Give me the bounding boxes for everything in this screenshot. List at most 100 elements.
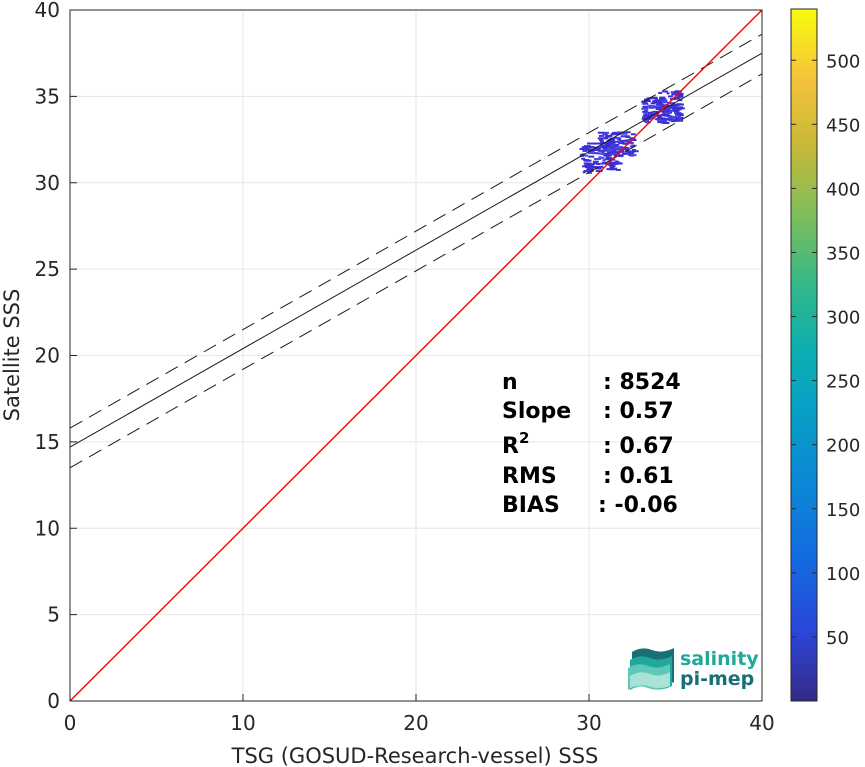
density-point [593, 142, 598, 145]
density-point [625, 135, 631, 138]
density-point [627, 142, 633, 145]
density-point [642, 119, 648, 122]
colorbar-tick-label: 450 [826, 115, 860, 136]
density-point [594, 157, 602, 160]
colorbar-tick-label: 50 [826, 628, 849, 649]
density-point [622, 148, 629, 151]
density-point [598, 165, 604, 168]
density-point [645, 121, 651, 124]
density-point [600, 140, 605, 143]
density-point [615, 162, 623, 165]
density-point [678, 103, 685, 106]
colorbar-tick-label: 350 [826, 243, 860, 264]
density-point [609, 147, 615, 150]
y-tick-label: 25 [35, 257, 60, 281]
density-point [641, 100, 648, 103]
density-point [647, 105, 655, 108]
density-point [601, 150, 605, 153]
density-point [666, 92, 670, 95]
density-point [617, 131, 624, 134]
density-point [607, 150, 612, 153]
density-point [667, 95, 673, 98]
colorbar-ticks: 50 100 150 200 250 300 350 400 450 500 [791, 51, 860, 649]
density-point [586, 167, 594, 170]
density-point [588, 155, 595, 158]
density-point [659, 96, 666, 99]
density-point [604, 135, 610, 138]
density-point [618, 142, 625, 145]
density-point [584, 159, 589, 162]
density-point [678, 107, 685, 110]
density-point [677, 93, 682, 96]
density-point [663, 121, 670, 124]
density-point [673, 110, 679, 113]
density-point [628, 138, 633, 141]
stat-value: : -0.06 [598, 493, 678, 518]
stat-value: : 0.61 [603, 464, 674, 489]
density-point [595, 167, 602, 170]
stat-label: Slope [502, 399, 571, 424]
y-tick-label: 0 [47, 689, 60, 713]
density-point [606, 153, 611, 156]
density-point [607, 151, 611, 154]
density-point [598, 149, 606, 152]
density-point [599, 162, 606, 165]
density-point [616, 145, 622, 148]
y-tick-label: 20 [35, 344, 60, 368]
density-point [672, 97, 676, 100]
density-point [605, 148, 612, 151]
density-point [597, 131, 604, 134]
density-point [597, 142, 603, 145]
density-point [677, 106, 684, 109]
density-point [618, 155, 624, 158]
density-point [610, 144, 615, 147]
colorbar-tick-label: 500 [826, 51, 860, 72]
density-point [650, 117, 655, 120]
density-point [675, 113, 679, 116]
density-point [605, 156, 612, 159]
density-point [667, 105, 675, 108]
density-point [602, 133, 608, 136]
regression-lines [69, 9, 763, 702]
density-point [673, 105, 678, 108]
stat-label: R2 [502, 429, 529, 459]
density-point [663, 113, 670, 116]
density-point [649, 97, 657, 100]
colorbar-tick-label: 400 [826, 179, 860, 200]
density-point [629, 137, 636, 140]
density-point [642, 105, 647, 108]
density-point [616, 147, 623, 150]
x-axis-label: TSG (GOSUD-Research-vessel) SSS [231, 744, 599, 767]
density-point [581, 146, 586, 149]
colorbar-tick-label: 150 [826, 500, 860, 521]
density-point [642, 102, 649, 105]
density-point [629, 145, 634, 148]
density-point [616, 140, 621, 143]
density-point [615, 160, 619, 163]
density-point [676, 119, 681, 122]
stat-value: : 8524 [603, 370, 681, 395]
density-point [611, 143, 619, 146]
density-point [603, 149, 608, 152]
density-point [644, 113, 650, 116]
density-point [609, 151, 614, 154]
x-axis-ticks: 0 10 20 30 40 [64, 694, 775, 735]
density-point [652, 112, 658, 115]
y-tick-label: 15 [35, 430, 60, 454]
density-point [609, 164, 616, 167]
colorbar-tick-label: 300 [826, 308, 860, 329]
density-point [664, 109, 670, 112]
density-point [662, 90, 669, 93]
density-point [608, 138, 615, 141]
density-point [676, 112, 682, 115]
density-point [613, 152, 618, 155]
density-point [615, 168, 621, 171]
density-point [631, 149, 636, 152]
density-point [656, 119, 661, 122]
density-point [671, 120, 677, 123]
density-point [654, 99, 662, 102]
stat-label: BIAS [502, 493, 560, 518]
density-point [592, 160, 599, 163]
density-point [604, 158, 610, 161]
density-point [657, 107, 661, 110]
